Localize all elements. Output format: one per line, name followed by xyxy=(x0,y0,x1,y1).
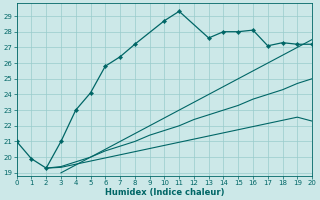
X-axis label: Humidex (Indice chaleur): Humidex (Indice chaleur) xyxy=(105,188,224,197)
